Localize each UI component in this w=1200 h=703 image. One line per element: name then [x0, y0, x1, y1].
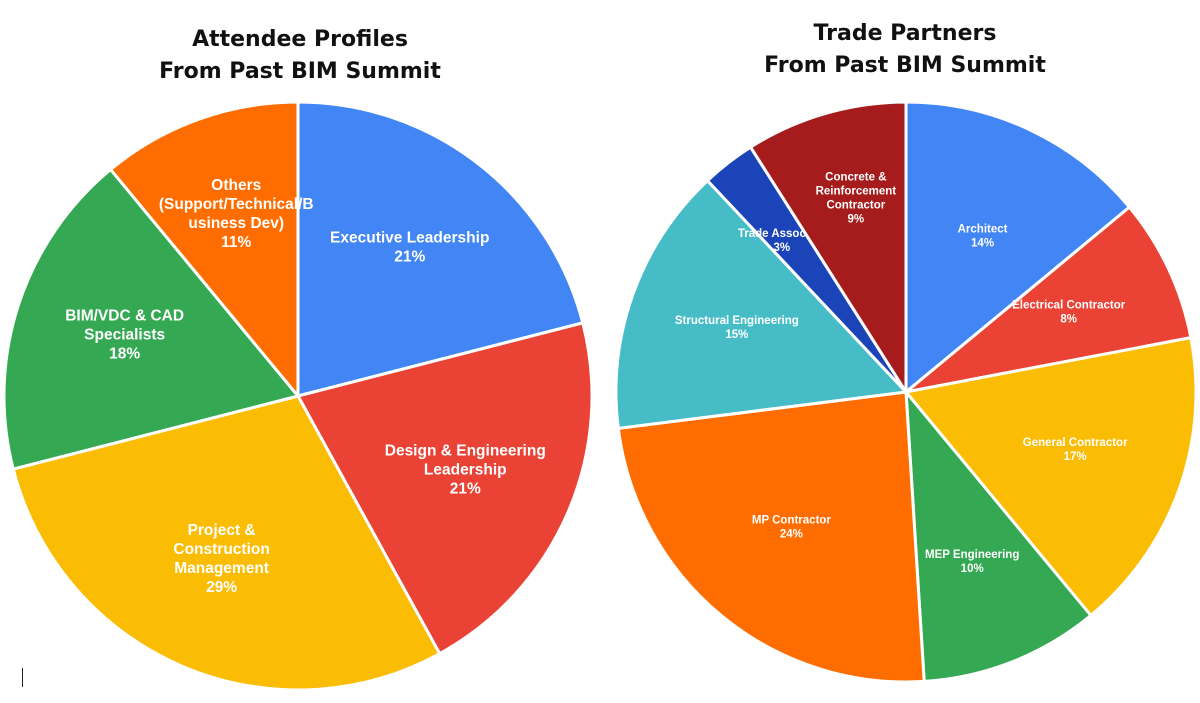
- attendee-slice-label-3-line-1: Specialists: [84, 327, 165, 344]
- trade-slice-value-6: 3%: [773, 242, 790, 254]
- attendee-slice-value-2: 29%: [206, 579, 237, 596]
- trade-slice-label-0-line-0: Architect: [958, 223, 1008, 235]
- trade-slice-label-1-line-0: Electrical Contractor: [1012, 299, 1126, 311]
- trade-chart-title-line-2: From Past BIM Summit: [764, 53, 1046, 78]
- attendee-slice-value-0: 21%: [394, 248, 425, 265]
- attendee-slice-label-1-line-1: Leadership: [424, 461, 507, 478]
- trade-slice-label-3-line-0: MEP Engineering: [925, 549, 1019, 561]
- trade-slice-label-5-line-0: Structural Engineering: [675, 315, 799, 327]
- attendee-slice-value-4: 11%: [221, 234, 251, 251]
- attendee-pie: Executive Leadership 21%Design & Engineer…: [2, 100, 594, 692]
- trade-slice-7: [749, 100, 908, 394]
- trade-slice-label-2: General Contractor 17%: [1023, 437, 1128, 463]
- trade-slice-1: [904, 205, 1193, 394]
- attendee-slice-label-1: Design & Engineering Leadership 21%: [385, 442, 546, 497]
- attendee-slice-label-1-line-0: Design & Engineering: [385, 442, 546, 459]
- attendee-slice-label-3: BIM/VDC & CAD Specialists 18%: [65, 308, 184, 363]
- trade-slice-value-5: 15%: [725, 329, 748, 341]
- trade-slice-label-1: Electrical Contractor 8%: [1012, 299, 1126, 325]
- trade-chart-title: Trade Partners From Past BIM Summit: [745, 18, 1065, 82]
- attendee-slice-label-4: Others (Support/Technical/B usiness Dev) 11…: [159, 177, 314, 251]
- trade-slice-value-1: 8%: [1060, 313, 1077, 325]
- trade-chart-title-line-1: Trade Partners: [813, 21, 997, 46]
- attendee-slice-value-1: 21%: [450, 480, 481, 497]
- trade-slice-label-7-line-2: Contractor: [826, 199, 885, 211]
- attendee-slice-4: [109, 100, 300, 398]
- trade-slice-label-7: Concrete & Reinforcement Contractor 9%: [816, 171, 897, 225]
- attendee-chart-title-line-1: Attendee Profiles: [192, 27, 408, 52]
- trade-slice-value-0: 14%: [971, 237, 994, 249]
- trade-slice-label-4-line-0: MP Contractor: [752, 515, 832, 527]
- trade-slice-label-7-line-0: Concrete &: [825, 171, 886, 183]
- trade-slice-value-7: 9%: [848, 213, 865, 225]
- attendee-slice-label-2-line-0: Project &: [188, 522, 256, 539]
- trade-slice-value-2: 17%: [1064, 451, 1087, 463]
- trade-slice-label-3: MEP Engineering 10%: [925, 549, 1019, 575]
- attendee-slice-1: [296, 321, 594, 656]
- trade-slice-4: [616, 390, 926, 684]
- attendee-chart-title: Attendee Profiles From Past BIM Summit: [140, 24, 460, 88]
- trade-slice-label-2-line-0: General Contractor: [1023, 437, 1128, 449]
- attendee-slice-label-2-line-1: Construction: [173, 541, 269, 558]
- trade-slice-label-7-line-1: Reinforcement: [816, 185, 897, 197]
- attendee-slice-0: [296, 100, 585, 398]
- text-cursor-mark: [22, 668, 23, 687]
- trade-slice-5: [614, 179, 908, 430]
- trade-slice-value-3: 10%: [961, 563, 984, 575]
- trade-pie: Architect 14% Electrical Contractor 8% Gener…: [614, 100, 1198, 684]
- attendee-slice-3: [2, 167, 300, 471]
- trade-slice-label-4: MP Contractor 24%: [752, 515, 832, 541]
- attendee-slice-label-4-line-0: Others: [211, 177, 261, 194]
- trade-slice-3: [904, 390, 1093, 683]
- attendee-slice-value-3: 18%: [109, 346, 140, 363]
- attendee-slice-label-4-line-2: usiness Dev): [188, 215, 284, 232]
- trade-slice-label-0: Architect 14%: [958, 223, 1008, 249]
- trade-slice-value-4: 24%: [780, 529, 803, 541]
- trade-slice-label-5: Structural Engineering 15%: [675, 315, 799, 341]
- attendee-slice-label-2-line-2: Management: [174, 560, 269, 577]
- attendee-chart-title-line-2: From Past BIM Summit: [159, 59, 441, 84]
- trade-slice-0: [904, 100, 1131, 394]
- attendee-slice-label-3-line-0: BIM/VDC & CAD: [65, 308, 184, 325]
- attendee-slice-2: [11, 394, 442, 692]
- attendee-slice-label-4-line-1: (Support/Technical/B: [159, 196, 314, 213]
- attendee-slice-label-0: Executive Leadership 21%: [330, 229, 489, 265]
- attendee-slice-label-0-line-0: Executive Leadership: [330, 229, 489, 246]
- attendee-slice-label-2: Project & Construction Management 29%: [173, 522, 269, 596]
- trade-slice-2: [904, 336, 1198, 617]
